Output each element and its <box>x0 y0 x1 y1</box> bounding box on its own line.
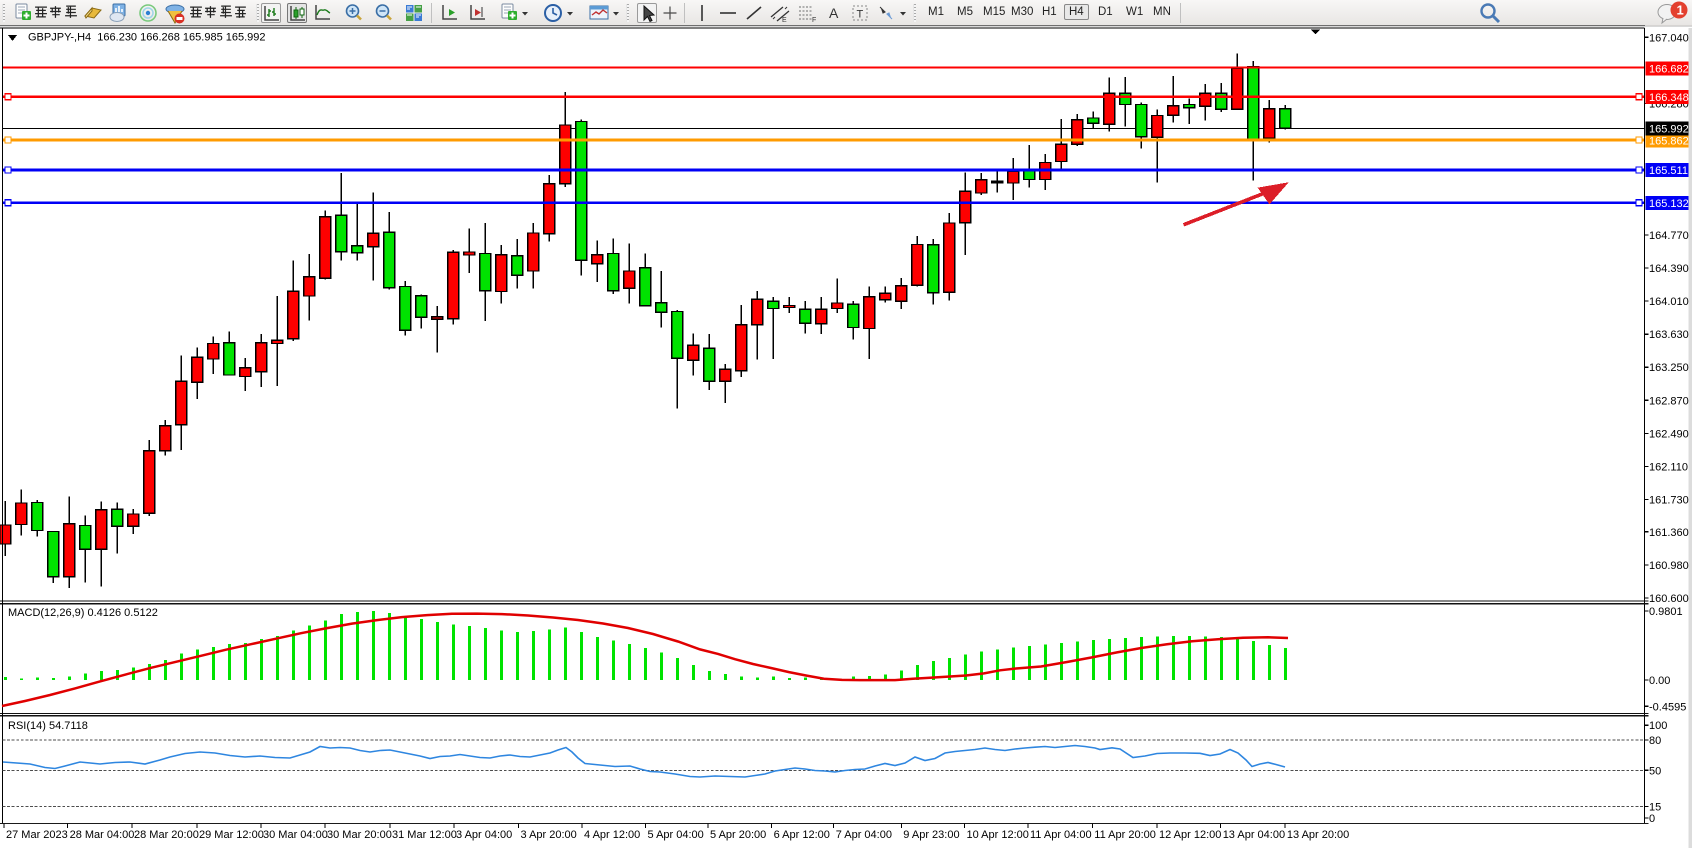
svg-text:0.00: 0.00 <box>1649 675 1670 687</box>
svg-text:165.992: 165.992 <box>1649 124 1689 136</box>
svg-text:RSI(14) 54.7118: RSI(14) 54.7118 <box>8 720 88 732</box>
svg-text:166.348: 166.348 <box>1649 92 1689 104</box>
svg-text:1: 1 <box>1677 3 1684 18</box>
svg-text:31 Mar 12:00: 31 Mar 12:00 <box>392 829 457 841</box>
svg-text:50: 50 <box>1649 765 1661 777</box>
svg-text:3 Apr 20:00: 3 Apr 20:00 <box>521 829 577 841</box>
svg-text:0.9801: 0.9801 <box>1649 606 1683 618</box>
svg-text:T: T <box>857 9 864 21</box>
svg-text:15: 15 <box>1649 802 1661 814</box>
svg-text:28 Mar 04:00: 28 Mar 04:00 <box>70 829 135 841</box>
svg-text:12 Apr 12:00: 12 Apr 12:00 <box>1159 829 1221 841</box>
svg-text:0: 0 <box>1649 813 1655 825</box>
svg-text:161.730: 161.730 <box>1649 495 1689 507</box>
svg-text:162.870: 162.870 <box>1649 395 1689 407</box>
svg-text:163.250: 163.250 <box>1649 362 1689 374</box>
svg-text:13 Apr 04:00: 13 Apr 04:00 <box>1223 829 1285 841</box>
svg-text:7 Apr 04:00: 7 Apr 04:00 <box>836 829 892 841</box>
svg-text:80: 80 <box>1649 735 1661 747</box>
svg-text:-0.4595: -0.4595 <box>1649 701 1686 713</box>
svg-text:28 Mar 20:00: 28 Mar 20:00 <box>134 829 199 841</box>
svg-text:3 Apr 04:00: 3 Apr 04:00 <box>456 829 512 841</box>
svg-text:F: F <box>812 17 816 23</box>
svg-text:10 Apr 12:00: 10 Apr 12:00 <box>967 829 1029 841</box>
svg-text:163.630: 163.630 <box>1649 329 1689 341</box>
svg-text:164.770: 164.770 <box>1649 230 1689 242</box>
svg-text:6 Apr 12:00: 6 Apr 12:00 <box>774 829 830 841</box>
svg-text:30 Mar 04:00: 30 Mar 04:00 <box>263 829 328 841</box>
svg-text:165.132: 165.132 <box>1649 198 1689 210</box>
svg-text:162.110: 162.110 <box>1649 462 1688 474</box>
svg-text:160.600: 160.600 <box>1649 593 1689 605</box>
svg-text:161.360: 161.360 <box>1649 527 1689 539</box>
svg-text:165.862: 165.862 <box>1649 136 1689 148</box>
svg-text:MACD(12,26,9) 0.4126 0.5122: MACD(12,26,9) 0.4126 0.5122 <box>8 607 158 619</box>
svg-text:A: A <box>829 5 839 21</box>
svg-text:29 Mar 12:00: 29 Mar 12:00 <box>199 829 264 841</box>
svg-text:27 Mar 2023: 27 Mar 2023 <box>6 829 68 841</box>
svg-text:164.390: 164.390 <box>1649 263 1689 275</box>
svg-text:167.040: 167.040 <box>1649 32 1689 44</box>
svg-text:4 Apr 12:00: 4 Apr 12:00 <box>584 829 640 841</box>
svg-text:5 Apr 04:00: 5 Apr 04:00 <box>648 829 704 841</box>
svg-text:30 Mar 20:00: 30 Mar 20:00 <box>327 829 392 841</box>
svg-text:5 Apr 20:00: 5 Apr 20:00 <box>710 829 766 841</box>
svg-text:165.511: 165.511 <box>1649 165 1688 177</box>
svg-text:162.490: 162.490 <box>1649 428 1689 440</box>
svg-text:9 Apr 23:00: 9 Apr 23:00 <box>903 829 959 841</box>
svg-text:11 Apr 04:00: 11 Apr 04:00 <box>1030 829 1092 841</box>
svg-text:13 Apr 20:00: 13 Apr 20:00 <box>1287 829 1349 841</box>
svg-text:160.980: 160.980 <box>1649 560 1689 572</box>
svg-text:11 Apr 20:00: 11 Apr 20:00 <box>1094 829 1156 841</box>
svg-text:GBPJPY-,H4 166.230 166.268 16: GBPJPY-,H4 166.230 166.268 165.985 165.9… <box>28 32 266 44</box>
svg-text:166.682: 166.682 <box>1649 64 1689 76</box>
svg-text:E: E <box>782 17 787 23</box>
svg-text:164.010: 164.010 <box>1649 296 1689 308</box>
svg-text:100: 100 <box>1649 720 1667 732</box>
